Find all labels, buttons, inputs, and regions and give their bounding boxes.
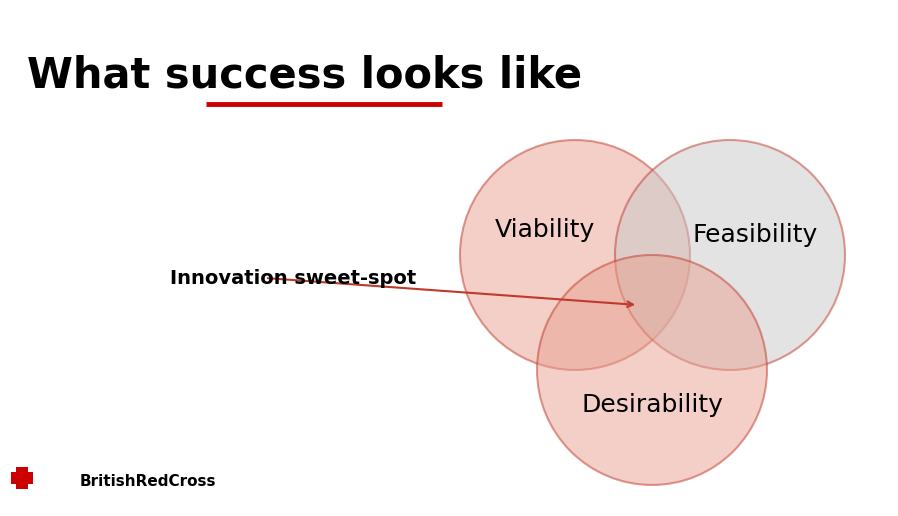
Bar [11,472,33,484]
Text: Desirability: Desirability [581,393,723,417]
Circle shape [460,140,690,370]
Text: Feasibility: Feasibility [692,223,817,247]
Text: Viability: Viability [495,218,595,242]
Circle shape [615,140,845,370]
Bar [16,467,28,489]
Text: Innovation sweet-spot: Innovation sweet-spot [170,268,417,287]
Text: What success looks like: What success looks like [27,55,582,97]
Text: BritishRedCross: BritishRedCross [80,475,216,490]
Circle shape [537,255,767,485]
